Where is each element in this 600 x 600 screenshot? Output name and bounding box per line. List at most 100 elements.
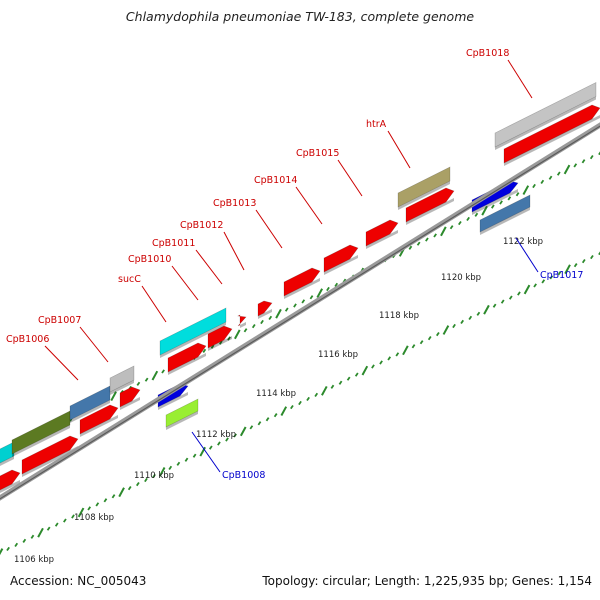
gene-label-cpb1015: CpB1015: [296, 148, 339, 159]
inner-tick: [395, 352, 400, 357]
outer-tick: [556, 171, 561, 176]
gene-block-grey-shade: [110, 380, 134, 395]
inner-tick: [46, 526, 51, 531]
gene-block-shade: [366, 230, 398, 249]
scale-label: 1118 kbp: [379, 311, 419, 321]
inner-tick: [168, 465, 173, 470]
gene-block-cyan-shade: [0, 456, 14, 466]
gene-block-shade: [80, 415, 118, 437]
gene-block: [283, 267, 321, 297]
inner-tick: [0, 548, 4, 556]
inner-tick: [500, 299, 505, 304]
genome-backbone: [0, 122, 600, 501]
inner-tick: [387, 356, 392, 361]
gene-label-cpb1017: CpB1017: [540, 270, 583, 281]
outer-tick: [234, 329, 241, 340]
gene-labels: CpB1006 CpB1007 sucC CpB1010 CpB1011 CpB1012 C…: [6, 48, 583, 481]
inner-tick: [346, 376, 351, 381]
gene-label-cpb1014: CpB1014: [254, 175, 297, 186]
outer-tick: [301, 299, 306, 304]
gene-label-leader: [337, 159, 363, 197]
outer-tick: [326, 286, 330, 292]
gene-block-cyan: [159, 307, 227, 356]
outer-tick: [151, 370, 159, 381]
gene-block-grey-shade: [495, 96, 596, 150]
gene-block: [365, 219, 399, 247]
inner-tick: [411, 344, 416, 349]
gene-label-leader: [195, 249, 223, 285]
gene-block: [503, 104, 600, 164]
outer-tick: [334, 282, 339, 288]
outer-tick: [540, 179, 545, 184]
inner-tick: [184, 457, 189, 462]
outer-tick: [433, 233, 437, 238]
inner-tick: [321, 385, 328, 396]
inner-tick: [492, 303, 497, 308]
scale-label: 1110 kbp: [134, 471, 174, 481]
inner-tick: [314, 392, 319, 398]
scale-label: 1106 kbp: [14, 555, 54, 565]
outer-tick: [581, 159, 586, 164]
gene-label-succ: sucC: [118, 274, 141, 285]
gene-block-shade: [284, 278, 320, 299]
scale-label: 1122 kbp: [503, 237, 543, 247]
outer-tick: [284, 307, 289, 312]
gene-block-shade: [406, 198, 454, 225]
inner-tick: [118, 487, 125, 498]
outer-tick: [251, 323, 256, 329]
inner-tick: [338, 380, 343, 385]
inner-tick: [54, 522, 59, 527]
inner-tick: [419, 340, 424, 345]
outer-tick: [309, 295, 314, 300]
outer-tick: [144, 377, 149, 382]
outer-tick: [202, 348, 207, 353]
outer-tick: [598, 151, 600, 156]
outer-tick: [275, 308, 282, 319]
scale-label: 1114 kbp: [256, 389, 296, 399]
inner-tick: [127, 486, 132, 491]
inner-tick: [208, 445, 213, 450]
gene-label-cpb1006: CpB1006: [6, 334, 49, 345]
outer-tick: [474, 212, 479, 217]
gene-block-reverse-shade: [480, 207, 530, 235]
inner-tick: [144, 477, 148, 483]
outer-tick: [507, 196, 512, 201]
gene-block-shade: [168, 353, 206, 375]
gene-block-shade: [120, 397, 140, 410]
outer-tick: [408, 245, 413, 250]
inner-tick: [14, 542, 19, 548]
gene-block: [207, 325, 233, 349]
gene-label-leader: [79, 326, 109, 363]
gene-label-cpb1010: CpB1010: [128, 254, 171, 265]
gene-block-grey: [494, 82, 597, 148]
inner-tick: [298, 400, 302, 406]
scale-labels: 1106 kbp 1108 kbp 1110 kbp 1112 kbp 1114 kbp…: [14, 237, 543, 565]
inner-tick: [402, 345, 409, 356]
gene-label-leader: [223, 231, 245, 271]
inner-tick: [192, 453, 197, 458]
inner-tick: [71, 514, 75, 519]
inner-tick: [581, 258, 586, 264]
inner-tick: [541, 279, 546, 284]
outer-tick: [458, 220, 462, 226]
gene-label-leader: [507, 59, 533, 99]
inner-tick: [22, 538, 27, 543]
outer-tick: [573, 163, 578, 168]
gene-label-leader: [44, 345, 79, 381]
inner-tick: [257, 421, 262, 426]
gene-block: [236, 314, 247, 327]
gene-block: [405, 187, 455, 223]
inner-tick: [273, 413, 278, 418]
outer-tick: [218, 340, 223, 345]
outer-tick: [490, 204, 495, 209]
gene-block: [119, 386, 141, 408]
outer-tick: [416, 241, 421, 246]
gene-block-steel-shade: [70, 400, 110, 423]
gene-label-cpb1007: CpB1007: [38, 315, 81, 326]
inner-tick: [379, 360, 383, 365]
backbone-line: [0, 122, 600, 501]
inner-tick: [95, 502, 100, 507]
outer-tick: [563, 164, 571, 175]
scale-label: 1108 kbp: [74, 513, 114, 523]
